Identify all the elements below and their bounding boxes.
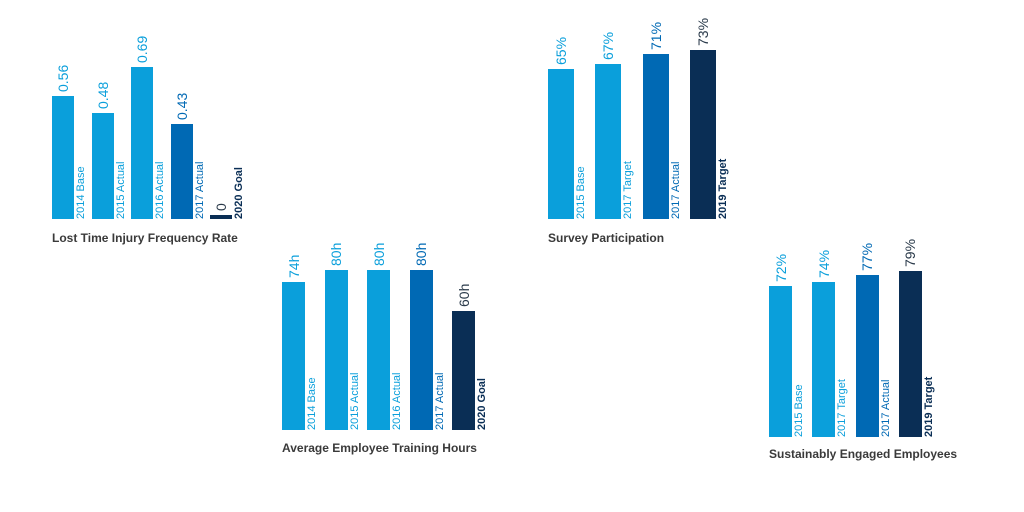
bar: [595, 63, 622, 219]
bar: [642, 54, 669, 219]
value-label: 79%: [902, 239, 919, 268]
bar: [452, 311, 475, 430]
chart-title: Average Employee Training Hours: [282, 441, 477, 455]
value-label: 72%: [772, 253, 789, 282]
bar: [548, 68, 574, 219]
bar: [170, 124, 193, 219]
bar: [91, 113, 114, 219]
chart-title: Sustainably Engaged Employees: [769, 447, 958, 461]
bar: [812, 281, 836, 437]
bar: [367, 270, 390, 430]
bar: [855, 275, 879, 437]
bar: [898, 271, 922, 437]
chart-title: Survey Participation: [548, 231, 665, 245]
bar: [409, 270, 433, 430]
value-label: 77%: [859, 243, 876, 272]
bar: [210, 215, 232, 219]
category-label: 2015 Base: [793, 384, 805, 437]
bar: [52, 95, 74, 219]
bar: [769, 285, 792, 437]
category-label: 2017 Target: [836, 379, 849, 437]
category-label: 2017 Actual: [879, 379, 892, 438]
chart-title: Lost Time Injury Frequency Rate: [52, 231, 238, 245]
category-label: 2019 Target: [922, 376, 935, 437]
bar: [324, 270, 348, 430]
bar: [131, 67, 153, 219]
bar: [282, 282, 305, 430]
bar: [689, 49, 716, 219]
value-label: 74%: [815, 249, 832, 278]
